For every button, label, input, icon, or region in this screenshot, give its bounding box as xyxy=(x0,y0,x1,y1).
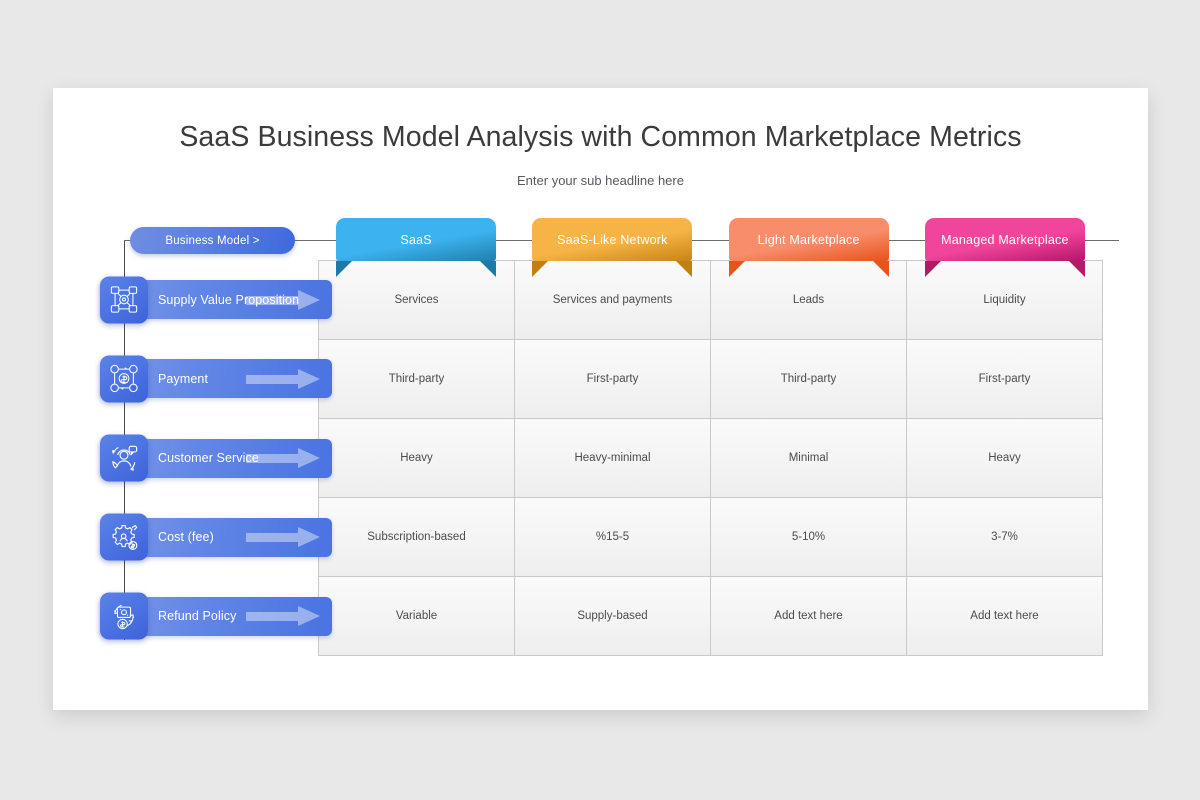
column-tab-label: Light Marketplace xyxy=(757,232,860,247)
row-label-1[interactable]: Supply Value Proposition xyxy=(100,276,332,324)
column-tab-3[interactable]: Light Marketplace xyxy=(728,218,889,277)
slide-card: SaaS Business Model Analysis with Common… xyxy=(53,88,1148,710)
table-cell-r4-c2[interactable]: %15-5 xyxy=(515,498,710,576)
row-label-text: Cost (fee) xyxy=(158,530,214,545)
business-model-pill[interactable]: Business Model > xyxy=(130,227,295,254)
tab-fold-left-icon xyxy=(336,261,353,277)
table-cell-r2-c4[interactable]: First-party xyxy=(907,340,1102,418)
column-tab-label: SaaS-Like Network xyxy=(557,232,668,247)
row-label-text: Payment xyxy=(158,371,209,386)
business-model-pill-label: Business Model > xyxy=(165,234,260,247)
table-cell-r3-c4[interactable]: Heavy xyxy=(907,419,1102,497)
table-cell-r2-c3[interactable]: Third-party xyxy=(711,340,906,418)
table-cell-r5-c3[interactable]: Add text here xyxy=(711,577,906,655)
arrow-right-icon xyxy=(246,448,320,468)
column-tab-label: Managed Marketplace xyxy=(941,232,1069,247)
tab-fold-right-icon xyxy=(872,261,889,277)
table-cell-r5-c4[interactable]: Add text here xyxy=(907,577,1102,655)
arrow-right-icon xyxy=(246,527,320,548)
connector-header-line xyxy=(289,240,1119,241)
table-cell-r3-c3[interactable]: Minimal xyxy=(711,419,906,497)
row-label-2[interactable]: Payment xyxy=(100,355,332,403)
money-transfer-icon xyxy=(100,355,148,403)
row-label-5[interactable]: Refund Policy xyxy=(100,592,332,640)
page-subtitle: Enter your sub headline here xyxy=(517,173,684,188)
tab-fold-right-icon xyxy=(1068,261,1085,277)
comparison-diagram: Business Model > SaaS SaaS-Like Network Li… xyxy=(53,88,1148,710)
headset-support-icon xyxy=(100,434,148,482)
tab-fold-left-icon xyxy=(924,261,941,277)
row-label-text: Refund Policy xyxy=(158,609,237,624)
arrow-right-icon xyxy=(246,289,320,310)
tab-fold-right-icon xyxy=(676,261,693,277)
column-tab-1[interactable]: SaaS xyxy=(336,218,497,277)
tab-fold-right-icon xyxy=(480,261,497,277)
row-label-text: Customer Service xyxy=(158,451,259,465)
arrow-right-icon xyxy=(246,368,320,389)
row-label-text: Supply Value Proposition xyxy=(158,292,300,307)
page-title: SaaS Business Model Analysis with Common… xyxy=(179,121,1022,153)
row-label-3[interactable]: Customer Service xyxy=(100,434,332,482)
table-cell-r2-c1[interactable]: Third-party xyxy=(319,340,514,418)
tab-fold-left-icon xyxy=(532,261,549,277)
tab-fold-left-icon xyxy=(728,261,745,277)
network-nodes-icon xyxy=(100,276,148,324)
table-cell-r4-c3[interactable]: 5-10% xyxy=(711,498,906,576)
row-label-4[interactable]: Cost (fee) xyxy=(100,513,332,561)
table-cell-r3-c1[interactable]: Heavy xyxy=(319,419,514,497)
column-tab-4[interactable]: Managed Marketplace xyxy=(924,218,1085,277)
comparison-table: Services Services and payments Leads Liquid… xyxy=(318,260,1103,656)
column-tab-label: SaaS xyxy=(400,232,432,247)
table-cell-r5-c1[interactable]: Variable xyxy=(319,577,514,655)
table-cell-r5-c2[interactable]: Supply-based xyxy=(515,577,710,655)
table-cell-r3-c2[interactable]: Heavy-minimal xyxy=(515,419,710,497)
table-cell-r4-c4[interactable]: 3-7% xyxy=(907,498,1102,576)
column-tab-2[interactable]: SaaS-Like Network xyxy=(532,218,693,277)
refund-money-icon xyxy=(100,592,148,640)
table-cell-r4-c1[interactable]: Subscription-based xyxy=(319,498,514,576)
gear-user-cost-icon xyxy=(100,513,148,561)
arrow-right-icon xyxy=(246,606,320,627)
table-cell-r2-c2[interactable]: First-party xyxy=(515,340,710,418)
